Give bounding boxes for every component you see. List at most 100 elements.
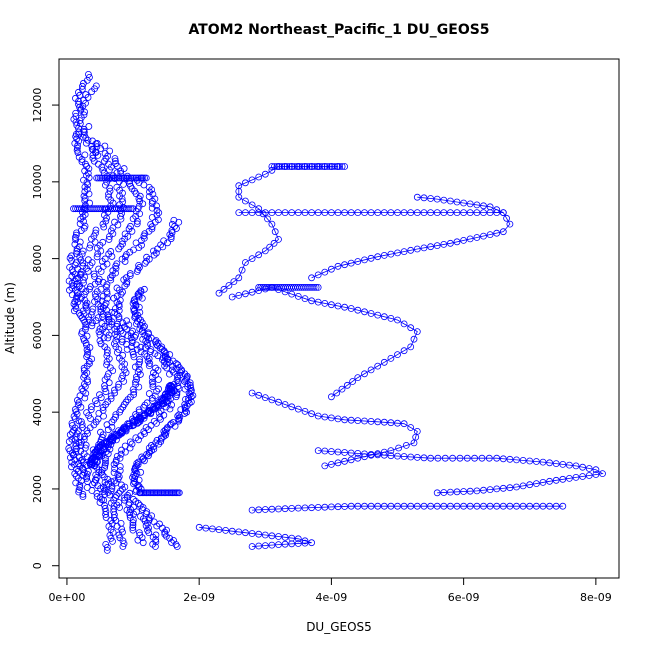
data-point bbox=[281, 209, 289, 217]
data-point bbox=[148, 186, 155, 193]
data-point bbox=[153, 202, 160, 210]
data-point bbox=[162, 431, 169, 439]
data-point bbox=[112, 479, 120, 487]
data-point bbox=[96, 174, 104, 182]
data-point bbox=[441, 454, 449, 462]
data-point bbox=[130, 174, 138, 182]
data-point bbox=[493, 454, 501, 462]
data-point bbox=[235, 291, 243, 299]
data-point bbox=[473, 201, 481, 209]
data-point bbox=[80, 459, 87, 466]
data-point bbox=[139, 174, 147, 182]
data-point bbox=[130, 391, 138, 398]
data-point bbox=[268, 283, 276, 291]
data-point bbox=[347, 449, 355, 457]
data-point bbox=[113, 284, 121, 292]
data-point bbox=[533, 502, 540, 510]
data-point bbox=[506, 220, 514, 228]
data-point bbox=[394, 502, 401, 510]
data-point bbox=[294, 540, 302, 547]
data-point bbox=[82, 325, 89, 333]
data-point bbox=[407, 343, 415, 351]
data-point bbox=[314, 298, 322, 306]
data-point bbox=[137, 174, 145, 182]
data-point bbox=[308, 297, 316, 305]
data-point bbox=[308, 209, 316, 217]
data-point bbox=[113, 174, 121, 182]
data-point bbox=[151, 195, 159, 203]
data-point bbox=[137, 343, 145, 351]
data-point bbox=[268, 532, 276, 540]
data-point bbox=[460, 209, 468, 217]
data-point bbox=[427, 243, 435, 251]
data-point bbox=[137, 287, 145, 295]
data-point bbox=[136, 210, 144, 218]
y-tick-label: 12000 bbox=[31, 88, 44, 123]
data-point bbox=[248, 176, 256, 184]
data-point bbox=[592, 471, 600, 478]
data-point bbox=[354, 306, 362, 314]
data-point bbox=[150, 518, 158, 526]
data-point bbox=[241, 197, 249, 205]
data-point bbox=[145, 390, 153, 397]
data-point bbox=[148, 225, 156, 233]
data-point bbox=[513, 483, 520, 491]
data-point bbox=[134, 174, 142, 182]
series-line bbox=[232, 286, 418, 398]
data-point bbox=[169, 383, 176, 391]
data-point bbox=[120, 423, 128, 431]
data-point bbox=[354, 258, 362, 265]
data-point bbox=[427, 502, 435, 510]
data-point bbox=[248, 389, 256, 397]
data-point bbox=[238, 266, 246, 274]
data-point bbox=[107, 395, 115, 403]
data-point bbox=[486, 486, 494, 494]
data-point bbox=[380, 313, 388, 321]
data-point bbox=[168, 539, 175, 546]
data-point bbox=[255, 506, 263, 514]
data-point bbox=[215, 289, 223, 297]
data-point bbox=[471, 454, 479, 462]
data-point bbox=[374, 311, 382, 319]
data-point bbox=[83, 470, 91, 478]
data-point bbox=[480, 502, 487, 510]
data-point bbox=[130, 471, 138, 479]
data-point bbox=[327, 209, 335, 217]
data-point bbox=[354, 209, 362, 217]
data-point bbox=[115, 489, 123, 497]
data-point bbox=[241, 179, 249, 187]
data-point bbox=[230, 278, 238, 286]
data-point bbox=[255, 209, 263, 217]
data-point bbox=[81, 371, 89, 379]
data-point bbox=[513, 456, 520, 464]
data-point bbox=[120, 540, 128, 548]
data-point bbox=[76, 481, 84, 489]
data-point bbox=[72, 472, 80, 480]
data-point bbox=[268, 396, 276, 404]
data-point bbox=[124, 174, 131, 182]
data-point bbox=[141, 350, 149, 358]
data-point bbox=[141, 174, 148, 182]
y-tick-label: 6000 bbox=[31, 321, 44, 349]
data-point bbox=[83, 362, 91, 370]
series-line bbox=[318, 450, 604, 494]
data-point bbox=[113, 260, 121, 268]
data-point bbox=[142, 174, 150, 182]
data-point bbox=[334, 163, 342, 170]
data-point bbox=[128, 440, 136, 448]
data-point bbox=[301, 504, 309, 512]
data-point bbox=[130, 388, 138, 396]
data-point bbox=[394, 249, 401, 257]
data-point bbox=[539, 502, 547, 510]
data-point bbox=[361, 417, 368, 425]
data-point bbox=[281, 533, 289, 541]
data-point bbox=[76, 220, 84, 228]
data-point bbox=[268, 505, 276, 513]
data-point bbox=[374, 209, 382, 217]
data-point bbox=[268, 163, 276, 170]
data-point bbox=[222, 527, 230, 534]
data-point bbox=[394, 419, 401, 427]
data-point bbox=[572, 462, 580, 470]
data-point bbox=[133, 376, 141, 383]
